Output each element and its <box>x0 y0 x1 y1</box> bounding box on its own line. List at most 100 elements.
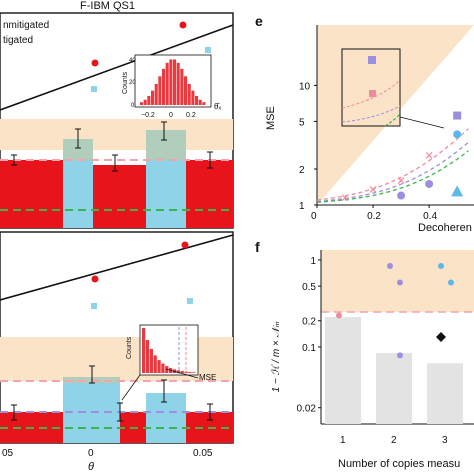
hist-bar <box>162 68 166 105</box>
left-xtick: 05 <box>2 448 14 459</box>
f-point <box>448 279 454 286</box>
left-xtick: 0 <box>88 448 94 459</box>
hist-bar <box>191 90 195 105</box>
f-point <box>387 263 393 270</box>
hist-bar <box>176 62 180 105</box>
e-ytick-label: 10 <box>299 81 311 92</box>
inset-top-ytick: 40 <box>129 58 136 64</box>
error-bars <box>11 121 213 172</box>
hist-bar <box>149 348 153 373</box>
hist-bar <box>161 363 165 373</box>
bar-cyan-top <box>63 139 93 160</box>
legend-mitigated: tigated <box>3 35 33 46</box>
f-ytick-label: 0.02 <box>297 404 317 415</box>
hist-bar <box>188 371 192 373</box>
hist-bar <box>145 340 150 373</box>
red-marker <box>181 241 189 249</box>
hist-bar <box>147 95 151 105</box>
f-bar <box>325 317 361 424</box>
inset-top-xtick: 0.2 <box>186 112 196 119</box>
left-xlabel: θ <box>88 461 94 473</box>
hist-bar <box>165 62 169 105</box>
inset-top-ylabel: Counts <box>122 71 129 94</box>
e-curve <box>316 141 469 203</box>
inset-histogram-bottom: Counts MSE <box>121 324 216 401</box>
trend-line <box>0 24 234 111</box>
cyan-marker <box>91 303 97 309</box>
legend-unmitigated: nmitigated <box>3 20 49 31</box>
inset-top-ytick: 0 <box>131 103 135 109</box>
e-inset-marker <box>369 90 376 97</box>
hist-bar <box>142 328 146 373</box>
e-xtick-label: 0 <box>311 211 317 222</box>
e-inset-marker <box>368 56 376 64</box>
red-marker <box>91 59 99 67</box>
f-point <box>397 352 403 359</box>
f-xtick-label: 3 <box>442 435 448 446</box>
inset-histogram-top: Counts 40 20 0 −0.2 0 0.2 θ̂ₓ <box>122 54 221 119</box>
bar-red <box>0 160 63 228</box>
f-xlabel: Number of copies measu <box>338 458 460 470</box>
e-point <box>453 130 462 139</box>
panel-f-label: f <box>255 239 260 255</box>
panel-e: e 0 0.2 0.4 10 5 2 1 MSE Decoheren <box>255 13 474 234</box>
e-point <box>397 191 406 200</box>
f-point <box>436 332 446 342</box>
hist-bar <box>151 90 155 105</box>
bar-cyan-top <box>146 130 186 160</box>
inset-bottom-ylabel: Counts <box>126 336 133 359</box>
f-bar <box>427 363 463 424</box>
f-xtick-label: 1 <box>340 435 346 446</box>
hist-bar <box>198 99 202 105</box>
hist-bar <box>173 59 177 105</box>
shaded-region <box>0 119 233 150</box>
cyan-marker <box>187 298 193 304</box>
error-bars <box>11 365 213 422</box>
hist-bar <box>184 76 188 105</box>
f-point <box>336 312 342 319</box>
hist-bar <box>187 83 191 105</box>
hist-bar <box>180 68 184 105</box>
hist-bar <box>176 370 180 373</box>
cyan-marker <box>205 47 211 53</box>
inset-top-xtick: −0.2 <box>141 112 155 119</box>
cyan-marker <box>91 86 97 92</box>
bar-red <box>186 160 233 228</box>
left-top-panel: nmitigated tigated Counts 40 20 0 −0.2 0… <box>0 12 234 229</box>
hist-bar <box>153 355 157 373</box>
bar-cyan <box>63 377 120 443</box>
f-ytick-label: 1 <box>310 256 316 267</box>
f-ytick-label: 0.1 <box>302 343 316 354</box>
header-title: F-IBM QS1 <box>80 0 135 12</box>
f-ytick-label: 0.5 <box>302 282 316 293</box>
bar-cyan <box>146 393 186 443</box>
e-ytick-label: 5 <box>299 117 305 128</box>
bar-red <box>93 165 146 228</box>
hist-bar <box>202 102 206 105</box>
f-ylabel: 1 − ℋ / m × 𝒩ₘ <box>271 321 282 392</box>
hist-bar <box>180 371 184 373</box>
e-point <box>397 177 405 185</box>
f-xtick-label: 2 <box>391 435 397 446</box>
e-point <box>369 185 377 193</box>
e-curve <box>316 128 469 201</box>
hist-bar <box>154 83 158 105</box>
f-point <box>438 263 444 270</box>
e-ylabel: MSE <box>265 106 277 130</box>
hist-bar <box>143 99 147 105</box>
e-xlabel: Decoheren <box>418 222 472 234</box>
e-xtick-label: 0.4 <box>423 211 437 222</box>
red-marker <box>179 21 187 29</box>
f-point <box>397 279 403 286</box>
e-point <box>453 111 462 120</box>
trend-line <box>0 234 234 301</box>
hist-bar <box>157 360 161 373</box>
inset-top-xlabel: θ̂ₓ <box>214 102 221 111</box>
e-ytick-label: 2 <box>299 165 305 176</box>
e-xtick-label: 0.2 <box>367 211 381 222</box>
inset-top-xtick: 0 <box>169 112 173 119</box>
panel-e-label: e <box>255 13 263 29</box>
hist-bar <box>169 59 173 105</box>
e-point <box>425 151 433 159</box>
